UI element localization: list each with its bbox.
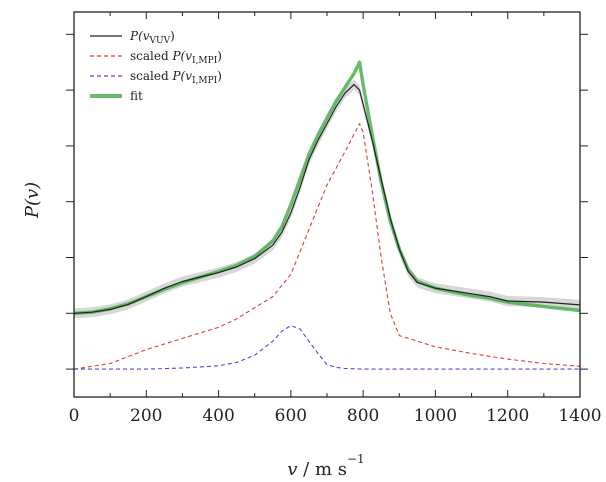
legend: P(vVUV) scaled P(vI,MPI) scaled P(vI,MPI) f… — [90, 29, 222, 103]
x-tick-label: 1400 — [558, 406, 601, 426]
x-tick-label: 800 — [347, 406, 379, 426]
x-tick-label: 0 — [69, 406, 80, 426]
y-axis-label: P(v) — [22, 182, 43, 219]
vuv-uncertainty-band — [74, 79, 580, 319]
legend-label-vuv: P(vVUV) — [129, 29, 175, 46]
series-line-vuv — [73, 83, 581, 314]
x-tick-label: 200 — [130, 406, 162, 426]
axes-layer: 0 200 400 600 800 1000 1200 1400 — [66, 11, 602, 426]
series-line-fit — [73, 60, 581, 315]
series-layer — [73, 60, 581, 370]
series-line-lmpi_red — [73, 123, 581, 370]
legend-label-lmpi_red: scaled P(vI,MPI) — [130, 49, 222, 66]
x-tick-label: 1000 — [414, 406, 457, 426]
x-tick-label: 400 — [202, 406, 234, 426]
x-tick-label: 1200 — [486, 406, 529, 426]
legend-label-lmpi_blue: scaled P(vI,MPI) — [130, 69, 222, 86]
x-tick-label: 600 — [275, 406, 307, 426]
series-line-lmpi_blue — [74, 325, 580, 370]
x-axis-label: v / m s−1 — [287, 452, 364, 480]
legend-label-fit: fit — [130, 89, 143, 103]
